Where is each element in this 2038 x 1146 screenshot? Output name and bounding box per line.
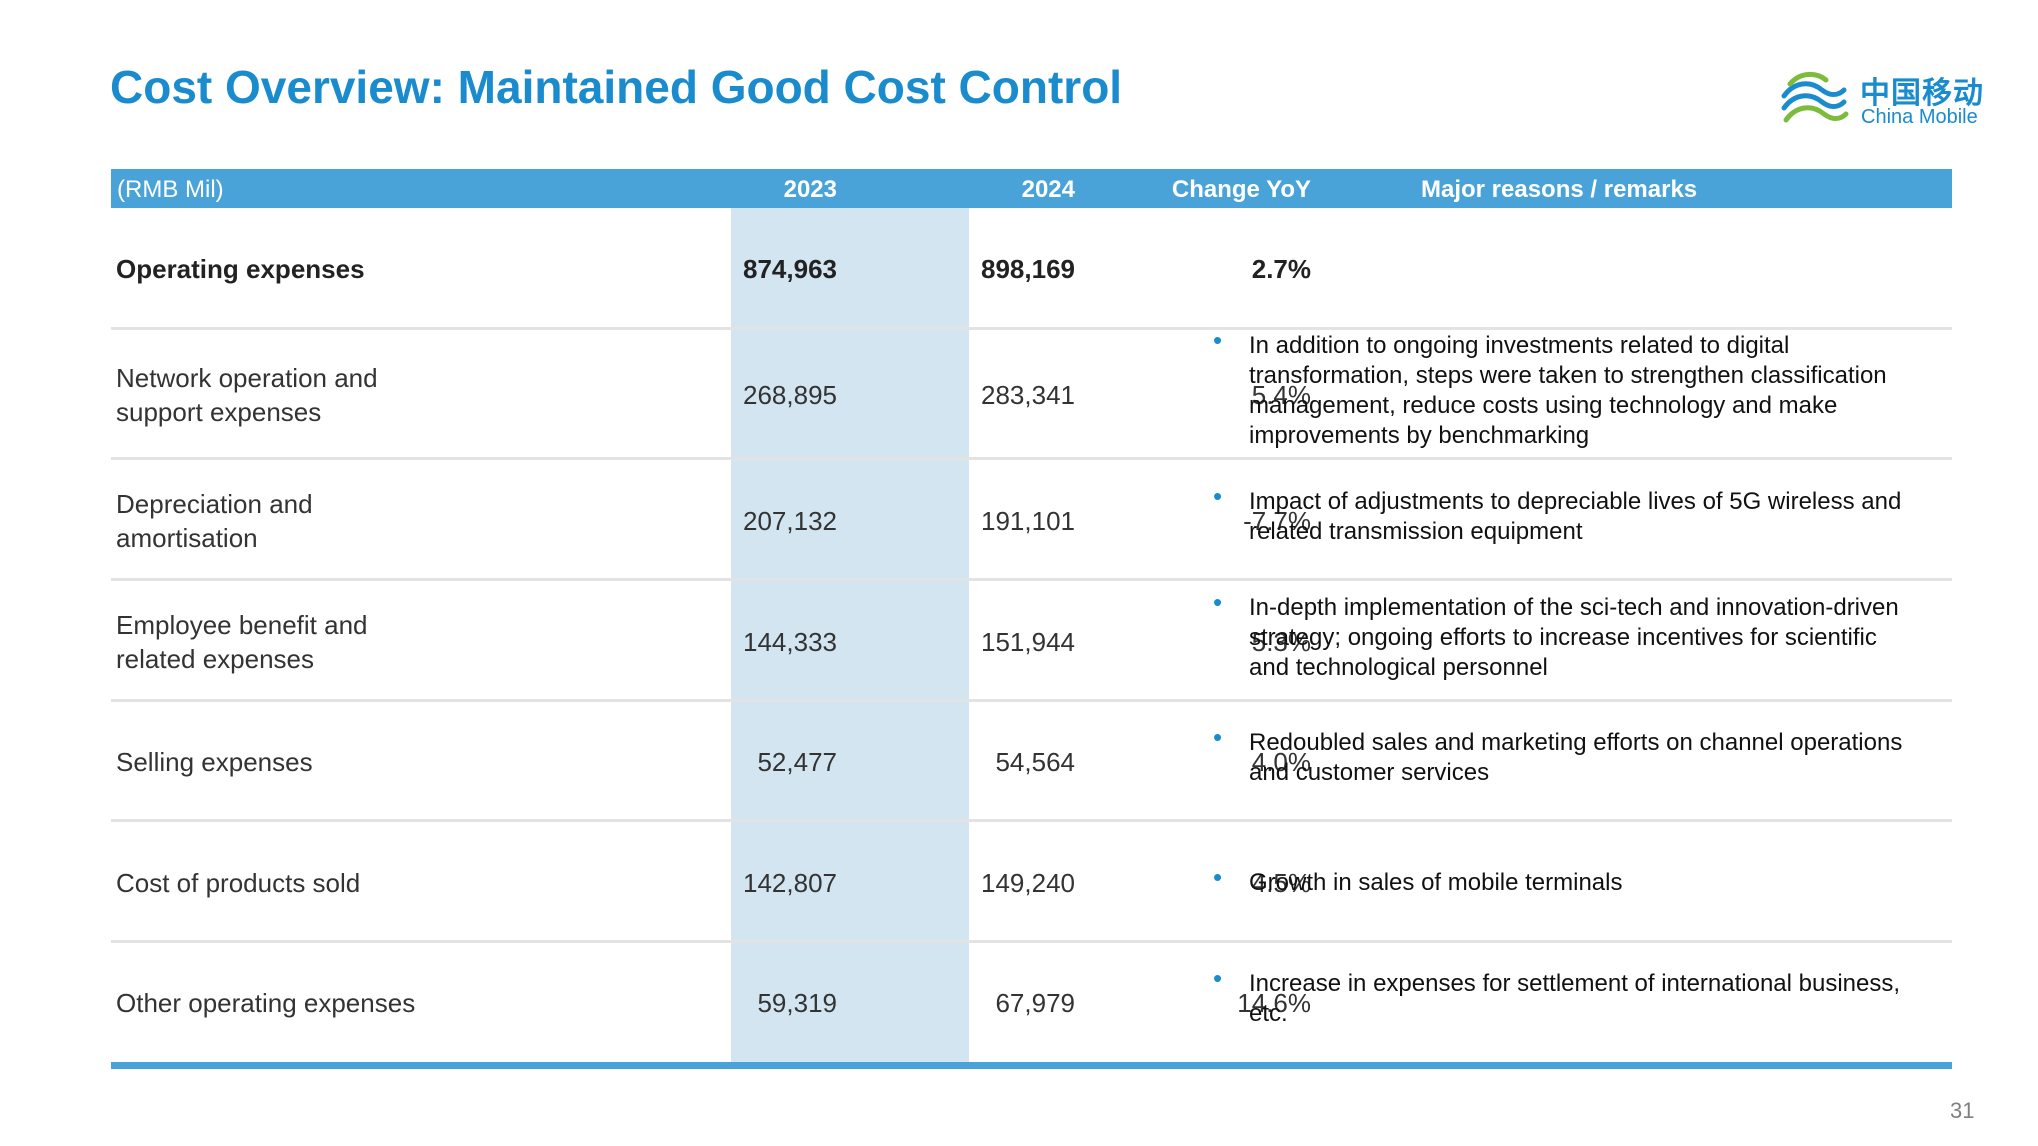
row-label: Operating expenses bbox=[116, 252, 365, 286]
row-label-line: Operating expenses bbox=[116, 254, 365, 284]
row-label-line: Other operating expenses bbox=[116, 987, 416, 1018]
value-2023: 207,132 bbox=[743, 505, 837, 536]
remark-line: and technological personnel bbox=[1249, 653, 1548, 681]
table-row: Selling expenses 52,477 54,564 4.0% • Redoubl… bbox=[111, 702, 1952, 822]
table-row: Operating expenses 874,963 898,169 2.7% bbox=[111, 208, 1952, 330]
row-label: Depreciation and amortisation bbox=[116, 487, 313, 555]
value-change-yoy: -7.7% bbox=[1243, 505, 1311, 536]
table-row: Network operation and support expenses 268… bbox=[111, 325, 1952, 460]
header-2023: 2023 bbox=[783, 176, 837, 203]
row-label: Other operating expenses bbox=[116, 986, 415, 1020]
remark-line: In addition to ongoing investments relat… bbox=[1249, 332, 1790, 359]
page-title: Cost Overview: Maintained Good Cost Cont… bbox=[110, 61, 1123, 113]
value-2024: 67,979 bbox=[995, 987, 1075, 1018]
row-label: Network operation and support expenses bbox=[116, 361, 378, 429]
remark-line: strategy; ongoing efforts to increase in… bbox=[1249, 623, 1877, 651]
value-change-yoy: 4.5% bbox=[1251, 867, 1311, 898]
row-label: Employee benefit and related expenses bbox=[116, 608, 368, 676]
remark-line: management, reduce costs using technolog… bbox=[1249, 392, 1838, 419]
remark-line: Growth in sales of mobile terminals bbox=[1249, 868, 1623, 896]
row-remark: • Growth in sales of mobile terminals bbox=[1213, 862, 1949, 898]
row-label: Selling expenses bbox=[116, 745, 313, 779]
bullet-icon: • bbox=[1213, 861, 1223, 892]
logo-chinese-text: 中国移动 bbox=[1860, 76, 1984, 111]
row-label-line: Cost of products sold bbox=[116, 867, 361, 898]
remark-line: improvements by benchmarking bbox=[1249, 422, 1590, 449]
remark-line: Impact of adjustments to depreciable liv… bbox=[1249, 487, 1902, 515]
row-divider bbox=[111, 819, 1952, 822]
highlight-2024-column bbox=[731, 208, 969, 1062]
value-change-yoy: 14.6% bbox=[1237, 987, 1311, 1018]
value-2023: 874,963 bbox=[743, 254, 837, 284]
row-divider bbox=[111, 578, 1952, 581]
row-remark: • In addition to ongoing investments rela… bbox=[1213, 325, 1949, 451]
remark-line: Increase in expenses for settlement of i… bbox=[1249, 969, 1901, 997]
table-row: Depreciation and amortisation 207,132 191,1… bbox=[111, 460, 1952, 581]
row-label: Cost of products sold bbox=[116, 866, 360, 900]
row-label-line: related expenses bbox=[116, 643, 315, 674]
bullet-icon: • bbox=[1213, 325, 1223, 355]
table-row: Cost of products sold 142,807 149,240 4.5% •… bbox=[111, 822, 1952, 943]
header-2024: 2024 bbox=[1021, 176, 1075, 203]
value-2024: 151,944 bbox=[981, 626, 1075, 657]
value-2024: 898,169 bbox=[981, 254, 1075, 284]
header-change: Change YoY bbox=[1171, 176, 1311, 203]
row-label-line: Depreciation and bbox=[116, 488, 313, 519]
header-unit: (RMB Mil) bbox=[117, 176, 224, 203]
remark-line: and customer services bbox=[1249, 759, 1490, 786]
row-remark: • Impact of adjustments to depreciable li… bbox=[1213, 481, 1949, 547]
remark-line: related transmission equipment bbox=[1249, 517, 1583, 545]
china-mobile-logo-icon bbox=[1781, 72, 1849, 123]
value-2024: 283,341 bbox=[981, 380, 1075, 410]
row-label-line: support expenses bbox=[116, 397, 322, 427]
value-2024: 54,564 bbox=[995, 747, 1075, 777]
row-remark: • Redoubled sales and marketing efforts o… bbox=[1213, 722, 1949, 788]
value-2024: 191,101 bbox=[981, 505, 1075, 536]
row-label-line: Employee benefit and bbox=[116, 609, 368, 640]
value-2023: 142,807 bbox=[743, 867, 837, 898]
row-label-line: Network operation and bbox=[116, 363, 378, 393]
table-row: Employee benefit and related expenses 144,… bbox=[111, 581, 1952, 702]
table-header: (RMB Mil) 2023 2024 Change YoY Major rea… bbox=[111, 169, 1952, 208]
value-2023: 268,895 bbox=[743, 380, 837, 410]
bullet-icon: • bbox=[1213, 722, 1223, 752]
value-2023: 144,333 bbox=[743, 626, 837, 657]
remark-line: In-depth implementation of the sci-tech … bbox=[1249, 593, 1899, 621]
table-row: Other operating expenses 59,319 67,979 14.6… bbox=[111, 943, 1952, 1062]
remark-line: etc. bbox=[1249, 999, 1288, 1027]
header-remarks: Major reasons / remarks bbox=[1421, 176, 1698, 203]
logo-english-text: China Mobile bbox=[1861, 106, 1978, 128]
row-divider bbox=[111, 940, 1952, 943]
bullet-icon: • bbox=[1213, 962, 1223, 993]
bullet-icon: • bbox=[1213, 586, 1223, 617]
value-change-yoy: 4.0% bbox=[1251, 747, 1311, 777]
value-2023: 59,319 bbox=[757, 987, 837, 1018]
row-divider bbox=[111, 699, 1952, 702]
row-divider bbox=[111, 327, 1952, 330]
china-mobile-logo: 中国移动 China Mobile bbox=[1778, 66, 1988, 136]
bullet-icon: • bbox=[1213, 480, 1223, 511]
row-label-line: amortisation bbox=[116, 522, 258, 553]
remark-line: transformation, steps were taken to stre… bbox=[1249, 362, 1887, 389]
value-change-yoy: 2.7% bbox=[1251, 254, 1311, 284]
row-remark: • Increase in expenses for settlement of … bbox=[1213, 963, 1949, 1029]
value-2023: 52,477 bbox=[757, 747, 837, 777]
row-divider bbox=[111, 457, 1952, 460]
row-remark: • In-depth implementation of the sci-tech… bbox=[1213, 587, 1949, 683]
value-change-yoy: 5.4% bbox=[1251, 380, 1311, 410]
value-change-yoy: 5.3% bbox=[1251, 626, 1311, 657]
value-2024: 149,240 bbox=[981, 867, 1075, 898]
remark-line: Redoubled sales and marketing efforts on… bbox=[1249, 729, 1903, 756]
page-number: 31 bbox=[1950, 1098, 1975, 1123]
row-label-line: Selling expenses bbox=[116, 747, 313, 777]
table-bottom-rule bbox=[111, 1062, 1952, 1069]
